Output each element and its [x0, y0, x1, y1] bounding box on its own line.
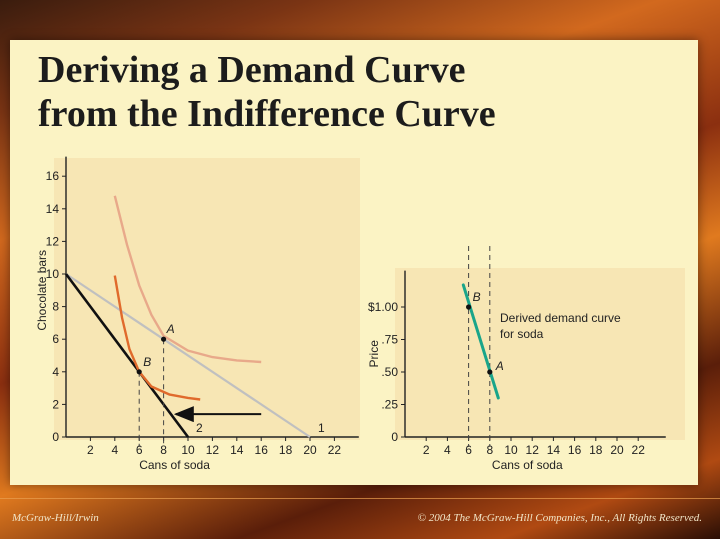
y-axis-label: Chocolate bars: [35, 250, 49, 331]
x-tick-label: 8: [160, 443, 167, 457]
y-tick-label: .25: [381, 398, 398, 412]
y-axis-label: Price: [367, 340, 381, 368]
right-chart-panel: [395, 268, 685, 440]
x-tick-label: 14: [230, 443, 244, 457]
y-tick-label: 10: [46, 267, 60, 281]
x-tick-label: 18: [279, 443, 293, 457]
point-label: B: [473, 290, 481, 304]
y-tick-label: 0: [391, 430, 398, 444]
point-label: A: [495, 359, 504, 373]
y-tick-label: .50: [381, 365, 398, 379]
point-label: A: [166, 322, 175, 336]
y-tick-label: 0: [52, 430, 59, 444]
demand-annotation-line-1: Derived demand curve: [500, 311, 621, 325]
x-tick-label: 12: [206, 443, 220, 457]
title-line-2: from the Indifference Curve: [38, 93, 496, 135]
x-axis-label: Cans of soda: [139, 458, 210, 472]
x-tick-label: 4: [444, 443, 451, 457]
demand-chart: 0 .25 .50 .75 $1.00 2 4 6 8 10 12 14 16 18 20 22 Cans of…: [367, 246, 666, 472]
y-tick-label: 6: [52, 332, 59, 346]
footer-copyright: © 2004 The McGraw-Hill Companies, Inc., …: [417, 512, 702, 524]
x-tick-label: 16: [255, 443, 269, 457]
x-tick-label: 10: [504, 443, 518, 457]
y-tick-label: 16: [46, 169, 60, 183]
point-A: [487, 369, 493, 375]
point-B: [136, 369, 142, 375]
budget-line-label: 1: [318, 421, 325, 435]
budget-line-label: 2: [196, 421, 203, 435]
demand-curve: [461, 283, 500, 400]
y-tick-label: 2: [52, 397, 59, 411]
series-budget-2: [64, 273, 190, 438]
x-tick-label: 2: [423, 443, 430, 457]
x-tick-label: 6: [136, 443, 143, 457]
x-tick-label: 2: [87, 443, 94, 457]
slide-title: Deriving a Demand Curve from the Indiffe…: [38, 48, 496, 136]
x-tick-label: 22: [632, 443, 646, 457]
y-tick-label: 14: [46, 202, 60, 216]
x-tick-label: 10: [181, 443, 195, 457]
y-tick-label: $1.00: [368, 300, 398, 314]
x-tick-label: 6: [465, 443, 472, 457]
x-tick-label: 22: [328, 443, 342, 457]
y-tick-label: 12: [46, 234, 60, 248]
footer-publisher: McGraw-Hill/Irwin: [12, 512, 99, 524]
x-tick-label: 20: [610, 443, 624, 457]
series-budget-1: [65, 273, 311, 438]
x-axis-label: Cans of soda: [492, 458, 563, 472]
x-tick-label: 14: [547, 443, 561, 457]
x-tick-label: 20: [303, 443, 317, 457]
point-label: B: [143, 355, 151, 369]
x-tick-label: 8: [486, 443, 493, 457]
point-A: [161, 336, 167, 342]
title-line-1: Deriving a Demand Curve: [38, 49, 466, 91]
x-tick-label: 18: [589, 443, 603, 457]
series-indiff-high: [113, 195, 262, 364]
series-indiff-low: [113, 275, 201, 401]
point-B: [466, 304, 472, 310]
demand-annotation-line-2: for soda: [500, 327, 544, 341]
y-tick-label: 8: [52, 300, 59, 314]
x-tick-label: 4: [111, 443, 118, 457]
y-tick-label: .75: [381, 333, 398, 347]
footer-rule: [0, 498, 720, 499]
y-tick-label: 4: [52, 365, 59, 379]
x-tick-label: 12: [526, 443, 540, 457]
x-tick-label: 16: [568, 443, 582, 457]
